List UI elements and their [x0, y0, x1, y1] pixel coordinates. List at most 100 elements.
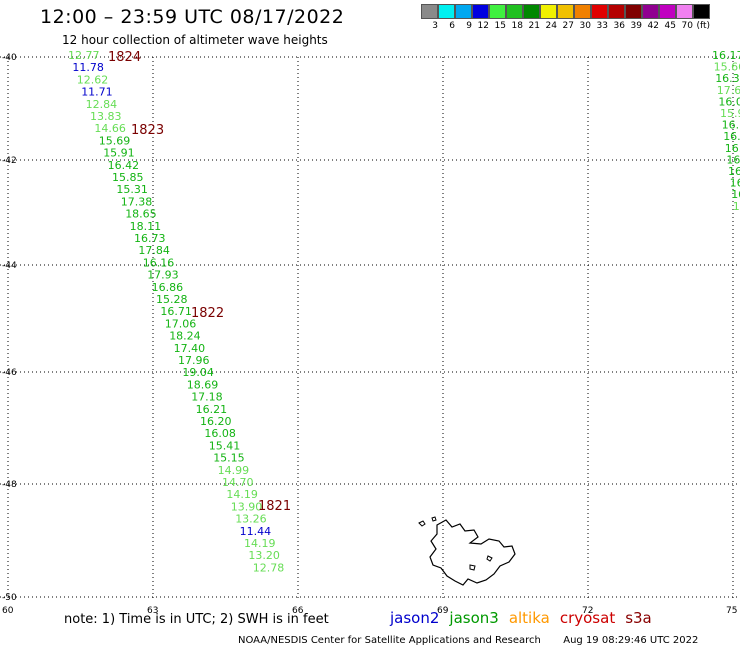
- wave-height-label: 15.15: [213, 452, 245, 465]
- colorbar-swatch: [438, 4, 455, 19]
- wave-height-label: 17.96: [178, 354, 210, 367]
- colorbar-tick-label: 45: [664, 21, 676, 31]
- wave-height-label: 19.04: [182, 366, 214, 379]
- wave-height-label: 11.44: [240, 525, 272, 538]
- wave-height-label: 13.90: [231, 500, 262, 513]
- colorbar-swatch: [642, 4, 659, 19]
- wave-height-label: 18.69: [187, 378, 219, 391]
- wave-height-label: 17.06: [165, 317, 197, 330]
- satellite-legend-item: jason3: [449, 609, 499, 627]
- latitude-label: -44: [2, 261, 17, 271]
- colorbar-swatch: [421, 4, 438, 19]
- pass-time-label: 1824: [108, 50, 141, 65]
- wave-height-label: 12.62: [77, 73, 109, 86]
- wave-height-label: 16.09: [723, 130, 740, 143]
- latitude-label: -40: [2, 53, 17, 63]
- wave-height-label: 18.11: [130, 220, 162, 233]
- wave-height-label: 16.4: [731, 188, 740, 201]
- colorbar-tick-label: 24: [545, 21, 557, 31]
- wave-height-label: 14.70: [222, 476, 254, 489]
- colorbar-tick-label: 12: [477, 21, 489, 31]
- wave-height-label: 15.85: [112, 171, 144, 184]
- colorbar-swatch: [574, 4, 591, 19]
- wave-height-label: 14.99: [218, 464, 250, 477]
- latitude-label: -42: [2, 156, 17, 166]
- wave-height-label: 14.19: [226, 488, 258, 501]
- wave-height-label: 16.5: [726, 153, 740, 166]
- longitude-label: 69: [437, 606, 449, 616]
- longitude-label: 63: [147, 606, 158, 616]
- colorbar-swatch: [489, 4, 506, 19]
- satellite-legend: jason2 jason3 altika cryosat s3a: [390, 609, 662, 627]
- credit-line: NOAA/NESDIS Center for Satellite Applica…: [238, 635, 698, 646]
- colorbar-swatch: [676, 4, 693, 19]
- satellite-legend-item: jason2: [390, 609, 440, 627]
- satellite-legend-item: cryosat: [559, 609, 616, 627]
- lat-lon-grid: [0, 56, 740, 600]
- colorbar-swatch: [659, 4, 676, 19]
- wave-height-label: 11.71: [81, 86, 113, 99]
- wave-height-label: 17.84: [138, 244, 170, 257]
- wave-height-label: 13.83: [90, 110, 122, 123]
- colorbar-swatch: [472, 4, 489, 19]
- latitude-label: -50: [2, 593, 17, 603]
- colorbar-tick-label: 30: [579, 21, 591, 31]
- track-labels: 12.7711.7812.6211.7112.8413.8314.6615.69…: [68, 49, 740, 574]
- latitude-label: -48: [2, 480, 17, 490]
- kerguelen-islands: [418, 516, 516, 586]
- latitude-label: -46: [2, 368, 17, 378]
- wave-height-label: 16.16: [143, 256, 175, 269]
- colorbar-swatch: [455, 4, 472, 19]
- wave-height-label: 14.19: [244, 537, 276, 550]
- wave-height-label: 12.78: [253, 561, 284, 574]
- wave-height-label: 13.20: [248, 549, 280, 562]
- wave-height-label: 15.41: [209, 439, 241, 452]
- colorbar-swatch: [625, 4, 642, 19]
- wave-height-label: 16.3: [730, 177, 740, 190]
- wave-height-label: 16.17: [712, 49, 740, 62]
- wave-height-label: 15.69: [99, 134, 131, 147]
- axis-labels: -40 -42 -44 -46 -48 -50 60 63 66 69 72 75: [2, 53, 737, 616]
- satellite-legend-item: altika: [508, 609, 550, 627]
- wave-height-label: 16.73: [134, 232, 166, 245]
- wave-height-label: 18.24: [169, 330, 201, 343]
- colorbar-tick-label: 42: [647, 21, 659, 31]
- wave-height-label: 16.86: [152, 281, 184, 294]
- wave-height-label: 16.34: [715, 72, 740, 85]
- colorbar-tick-label: 3: [432, 21, 438, 31]
- swh-colorbar-labels: 3 6 9 12 15 18 21 24 27 30 33 36 39 42 45 70 (ft): [421, 21, 710, 31]
- wave-height-label: 15.91: [103, 147, 135, 160]
- colorbar-tick-label: 39: [630, 21, 642, 31]
- colorbar-swatch: [608, 4, 625, 19]
- wave-height-label: 17.40: [174, 342, 206, 355]
- longitude-label: 60: [2, 606, 14, 616]
- wave-height-label: 12.77: [68, 49, 100, 62]
- wave-height-label: 15.28: [156, 293, 188, 306]
- wave-height-label: 15.66: [714, 61, 740, 74]
- time-labels: 1824 1823 1822 1821: [108, 50, 291, 514]
- colorbar-tick-label: 33: [596, 21, 608, 31]
- wave-height-label: 16.71: [160, 305, 192, 318]
- wave-height-label: 15.95: [720, 107, 740, 120]
- wave-height-label: 16.20: [200, 415, 232, 428]
- units-note: note: 1) Time is in UTC; 2) SWH is in fe…: [64, 612, 329, 627]
- wave-height-label: 18.65: [125, 208, 157, 221]
- colorbar-swatch: [506, 4, 523, 19]
- colorbar-swatch: [540, 4, 557, 19]
- wave-height-label: 14.7: [733, 200, 740, 213]
- wave-height-label: 16.42: [108, 159, 140, 172]
- colorbar-swatch: [523, 4, 540, 19]
- longitude-label: 66: [292, 606, 304, 616]
- swh-colorbar: [421, 4, 710, 19]
- colorbar-tick-label: 70: [681, 21, 693, 31]
- colorbar-tick-label: 36: [613, 21, 625, 31]
- wave-height-label: 16.21: [725, 142, 740, 155]
- longitude-label: 75: [726, 606, 737, 616]
- pass-time-label: 1821: [258, 499, 291, 514]
- wave-height-label: 17.93: [147, 269, 179, 282]
- island-outline: [429, 519, 516, 586]
- colorbar-swatch: [591, 4, 608, 19]
- islet-outline: [469, 564, 476, 571]
- longitude-label: 72: [582, 606, 593, 616]
